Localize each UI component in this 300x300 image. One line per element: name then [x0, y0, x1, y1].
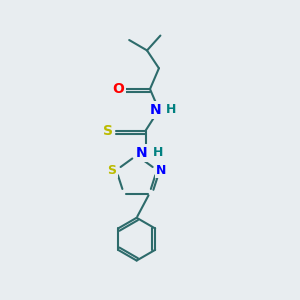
Text: H: H	[153, 146, 163, 160]
Text: H: H	[166, 103, 177, 116]
Text: S: S	[103, 124, 113, 138]
Text: O: O	[112, 82, 124, 96]
Text: N: N	[149, 103, 161, 117]
Text: N: N	[156, 164, 167, 177]
Text: S: S	[107, 164, 116, 177]
Text: N: N	[136, 146, 148, 160]
